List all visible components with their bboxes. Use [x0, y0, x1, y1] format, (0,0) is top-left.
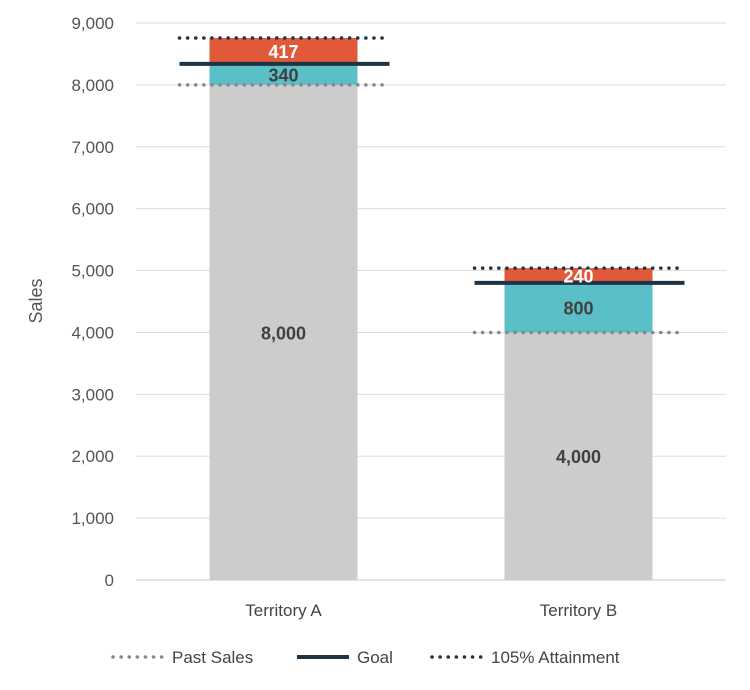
bar-segment — [209, 63, 358, 85]
legend-label: Goal — [357, 648, 393, 667]
data-label: 800 — [563, 299, 593, 319]
reference-lines — [177, 36, 687, 335]
x-tick-label: Territory B — [540, 601, 617, 620]
bar-segment — [504, 268, 653, 283]
legend-label: Past Sales — [172, 648, 253, 667]
bars — [209, 38, 653, 580]
x-tick-label: Territory A — [245, 601, 322, 620]
y-tick-label: 0 — [105, 571, 114, 590]
y-tick-label: 6,000 — [71, 200, 114, 219]
y-tick-label: 8,000 — [71, 76, 114, 95]
bar-segment — [504, 332, 653, 580]
data-label: 8,000 — [261, 323, 306, 343]
legend-label: 105% Attainment — [491, 648, 620, 667]
y-tick-label: 5,000 — [71, 262, 114, 281]
data-label: 240 — [563, 267, 593, 287]
y-tick-label: 3,000 — [71, 385, 114, 404]
y-axis-title: Sales — [26, 278, 46, 323]
legend: Past Sales Goal 105% Attainment — [111, 648, 620, 667]
axes: 0 1,000 2,000 3,000 4,000 5,000 6,000 7,000 8,00… — [71, 14, 617, 620]
bar-segment — [209, 84, 358, 580]
data-labels: 8,000 340 417 4,000 800 240 — [261, 42, 601, 467]
y-tick-label: 1,000 — [71, 509, 114, 528]
data-label: 4,000 — [556, 447, 601, 467]
y-tick-label: 7,000 — [71, 138, 114, 157]
y-tick-label: 9,000 — [71, 14, 114, 33]
bar-segment — [504, 282, 653, 333]
y-tick-label: 2,000 — [71, 447, 114, 466]
y-tick-label: 4,000 — [71, 323, 114, 342]
data-label: 340 — [268, 65, 298, 85]
data-label: 417 — [268, 42, 298, 62]
bar-segment — [209, 38, 358, 64]
